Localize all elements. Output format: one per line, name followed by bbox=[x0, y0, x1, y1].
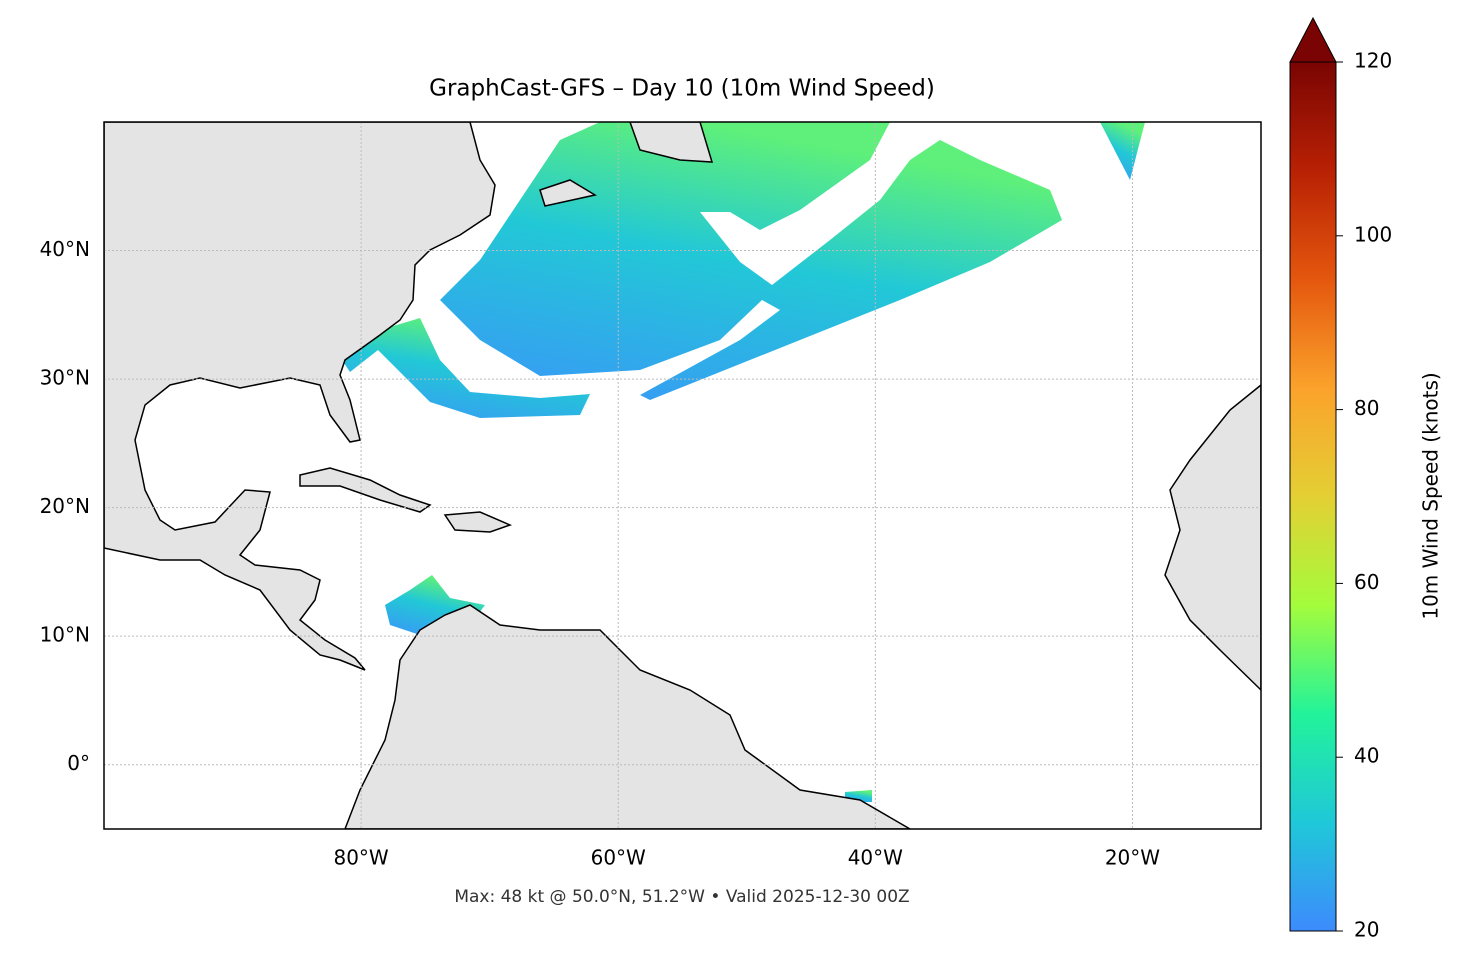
colorbar-label: 10m Wind Speed (knots) bbox=[1419, 372, 1443, 619]
y-tick-label: 10°N bbox=[40, 623, 90, 647]
x-tick-label: 40°W bbox=[848, 846, 903, 870]
wind-field bbox=[440, 122, 1062, 400]
colorbar-tick-label: 80 bbox=[1354, 396, 1379, 420]
grid bbox=[104, 122, 1261, 829]
colorbar-tick-label: 120 bbox=[1354, 49, 1392, 73]
wind-field bbox=[1100, 122, 1145, 180]
y-tick-label: 30°N bbox=[40, 366, 90, 390]
south-america bbox=[344, 604, 912, 829]
colorbar-extend bbox=[1289, 16, 1337, 63]
colorbar-tick-label: 100 bbox=[1354, 222, 1392, 246]
y-tick-label: 40°N bbox=[40, 237, 90, 261]
plot-frame bbox=[103, 121, 1262, 830]
africa bbox=[1164, 384, 1261, 692]
colorbar-tick-label: 20 bbox=[1354, 918, 1379, 942]
newfoundland bbox=[629, 122, 714, 163]
chart-title: GraphCast-GFS – Day 10 (10m Wind Speed) bbox=[429, 76, 935, 102]
x-tick-label: 20°W bbox=[1105, 846, 1160, 870]
x-tick-label: 80°W bbox=[333, 846, 388, 870]
colorbar bbox=[1289, 61, 1337, 932]
footnote: Max: 48 kt @ 50.0°N, 51.2°W • Valid 2025… bbox=[454, 887, 909, 907]
colorbar-tick-label: 40 bbox=[1354, 744, 1379, 768]
map bbox=[104, 122, 1261, 829]
y-tick-label: 0° bbox=[67, 751, 90, 775]
wind-field bbox=[342, 318, 590, 418]
y-tick-label: 20°N bbox=[40, 494, 90, 518]
nova-scotia bbox=[539, 179, 598, 207]
cuba bbox=[299, 467, 432, 513]
north-america bbox=[104, 122, 496, 671]
x-tick-label: 60°W bbox=[591, 846, 646, 870]
colorbar-tick-label: 60 bbox=[1354, 570, 1379, 594]
hispaniola bbox=[443, 511, 513, 533]
